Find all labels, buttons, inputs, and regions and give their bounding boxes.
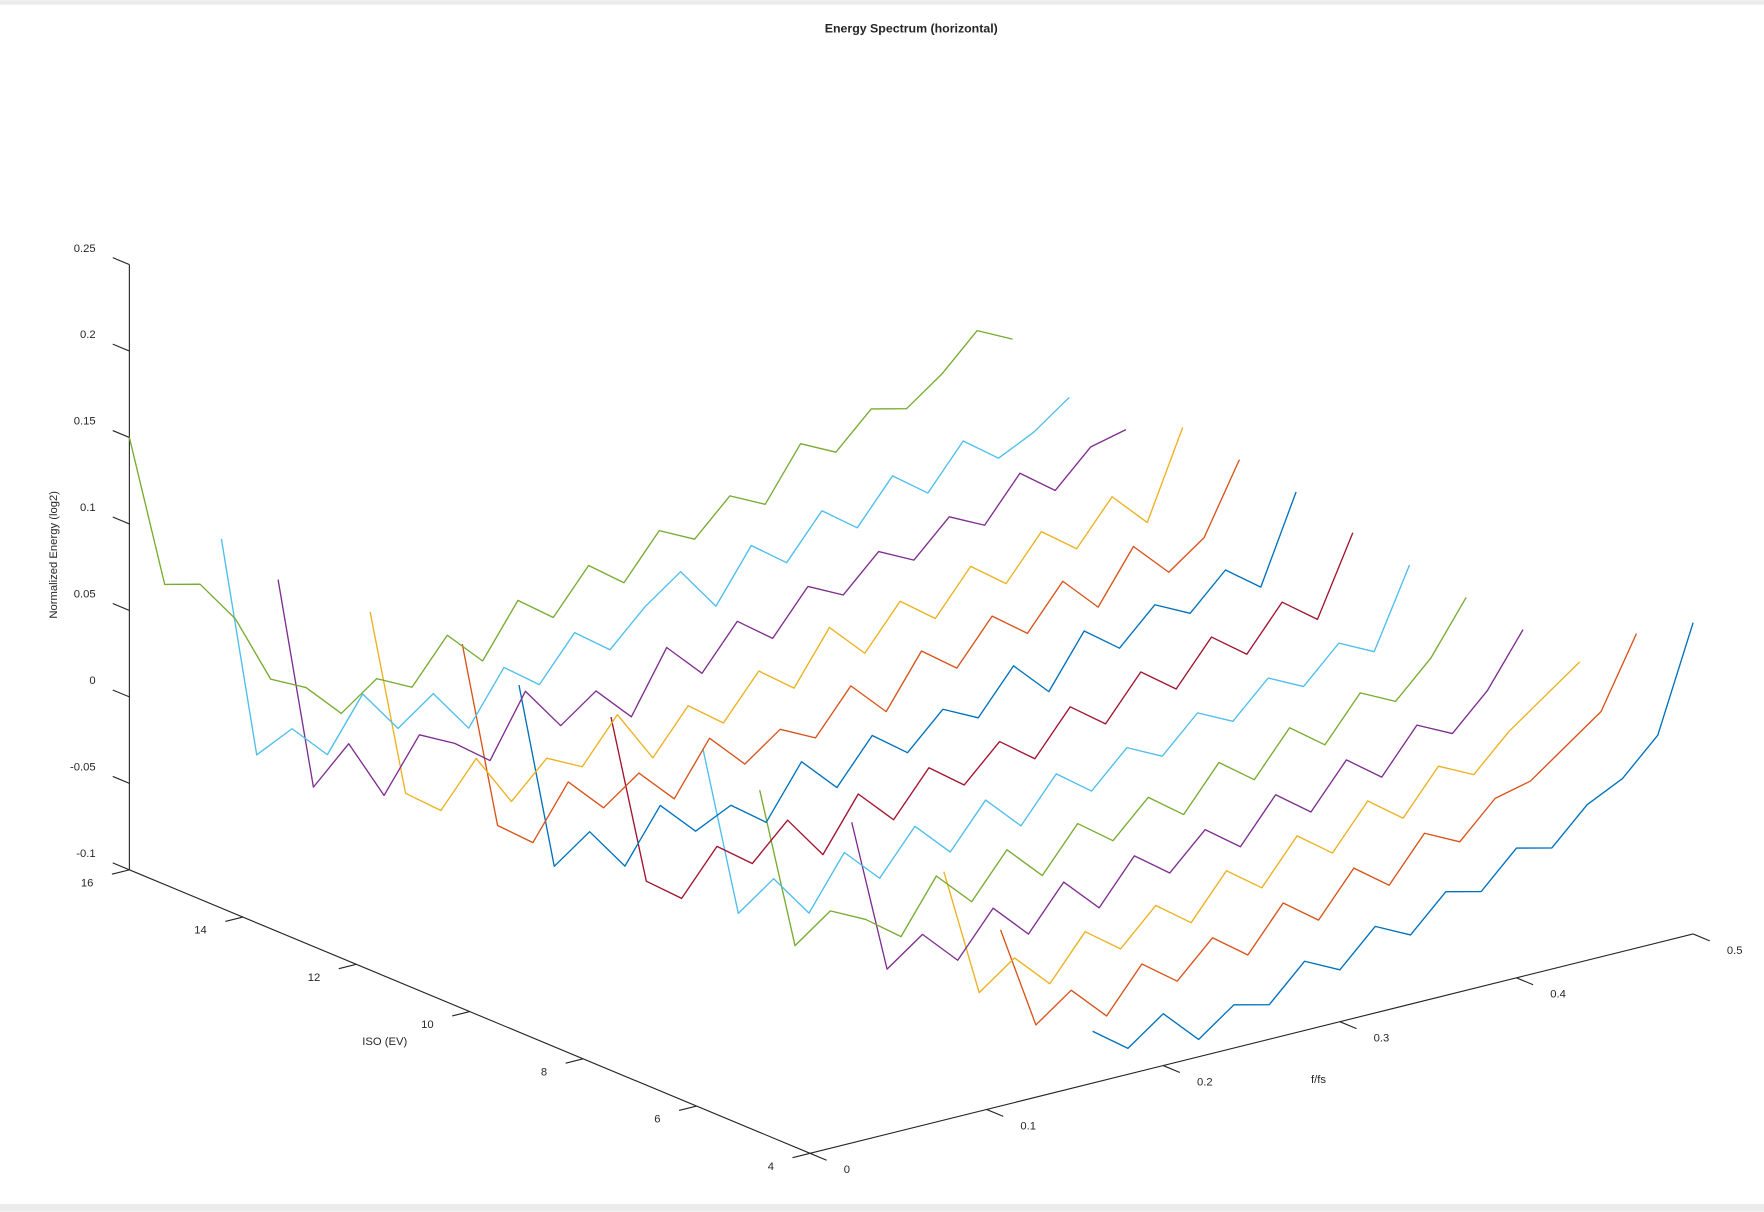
x-tick [986,1108,1004,1117]
series-line [128,329,1013,715]
y-tick [338,963,357,970]
bottom-band [0,1203,1764,1212]
z-tick-label: 0.05 [74,589,96,601]
z-tick-label: 0.25 [74,243,96,255]
series-line [610,532,1354,900]
y-tick [792,1152,811,1159]
top-band [0,0,1764,5]
x-tick [1692,933,1710,942]
z-tick-label: 0.15 [74,416,96,428]
z-tick [112,516,130,525]
series-line [518,491,1297,867]
z-tick [112,430,130,439]
series-line [851,629,1524,970]
series-line [943,661,1581,994]
x-tick [1163,1065,1181,1074]
series-line [702,564,1411,915]
y-tick-label: 16 [81,877,94,889]
x-axis-label: f/fs [1311,1074,1326,1086]
y-tick [111,869,130,875]
z-tick-label: -0.1 [76,848,95,860]
z-tick [112,862,130,871]
y-tick [452,1011,470,1017]
x-axis [809,933,1694,1154]
x-tick-label: 0.1 [1020,1120,1036,1132]
x-tick [809,1152,827,1161]
series-line [277,428,1127,797]
z-tick-label: 0.2 [80,329,96,341]
series-line [461,459,1241,844]
series-line [1092,622,1694,1050]
x-tick-label: 0.4 [1550,989,1566,1001]
series-line [369,427,1184,812]
z-tick [112,602,130,611]
x-tick-label: 0.2 [1197,1076,1213,1088]
x-tick [1516,977,1534,986]
y-tick-label: 12 [308,972,321,984]
series-line [999,633,1638,1026]
z-tick-label: 0.1 [80,502,96,514]
z-tick [112,257,130,266]
y-tick-label: 4 [768,1161,774,1173]
y-tick [225,916,243,922]
z-tick-label: -0.05 [70,762,96,774]
x-tick-label: 0.3 [1374,1033,1390,1045]
series-line [759,596,1467,947]
z-tick [112,775,130,784]
y-tick-label: 8 [541,1066,547,1078]
x-tick [1339,1021,1357,1030]
z-axis-label: Normalized Energy (log2) [48,491,60,619]
y-axis-label: ISO (EV) [362,1036,407,1048]
y-tick [678,1105,697,1111]
y-tick-label: 10 [421,1019,434,1031]
chart-title: Energy Spectrum (horizontal) [825,22,998,36]
y-tick [565,1058,584,1064]
z-tick [112,689,130,698]
series-line [220,396,1070,756]
z-tick-label: 0 [89,675,95,687]
x-tick-label: 0.5 [1727,945,1743,957]
y-tick-label: 14 [194,925,207,937]
x-tick-label: 0 [844,1164,850,1176]
z-tick [112,343,130,352]
y-tick-label: 6 [654,1114,660,1126]
